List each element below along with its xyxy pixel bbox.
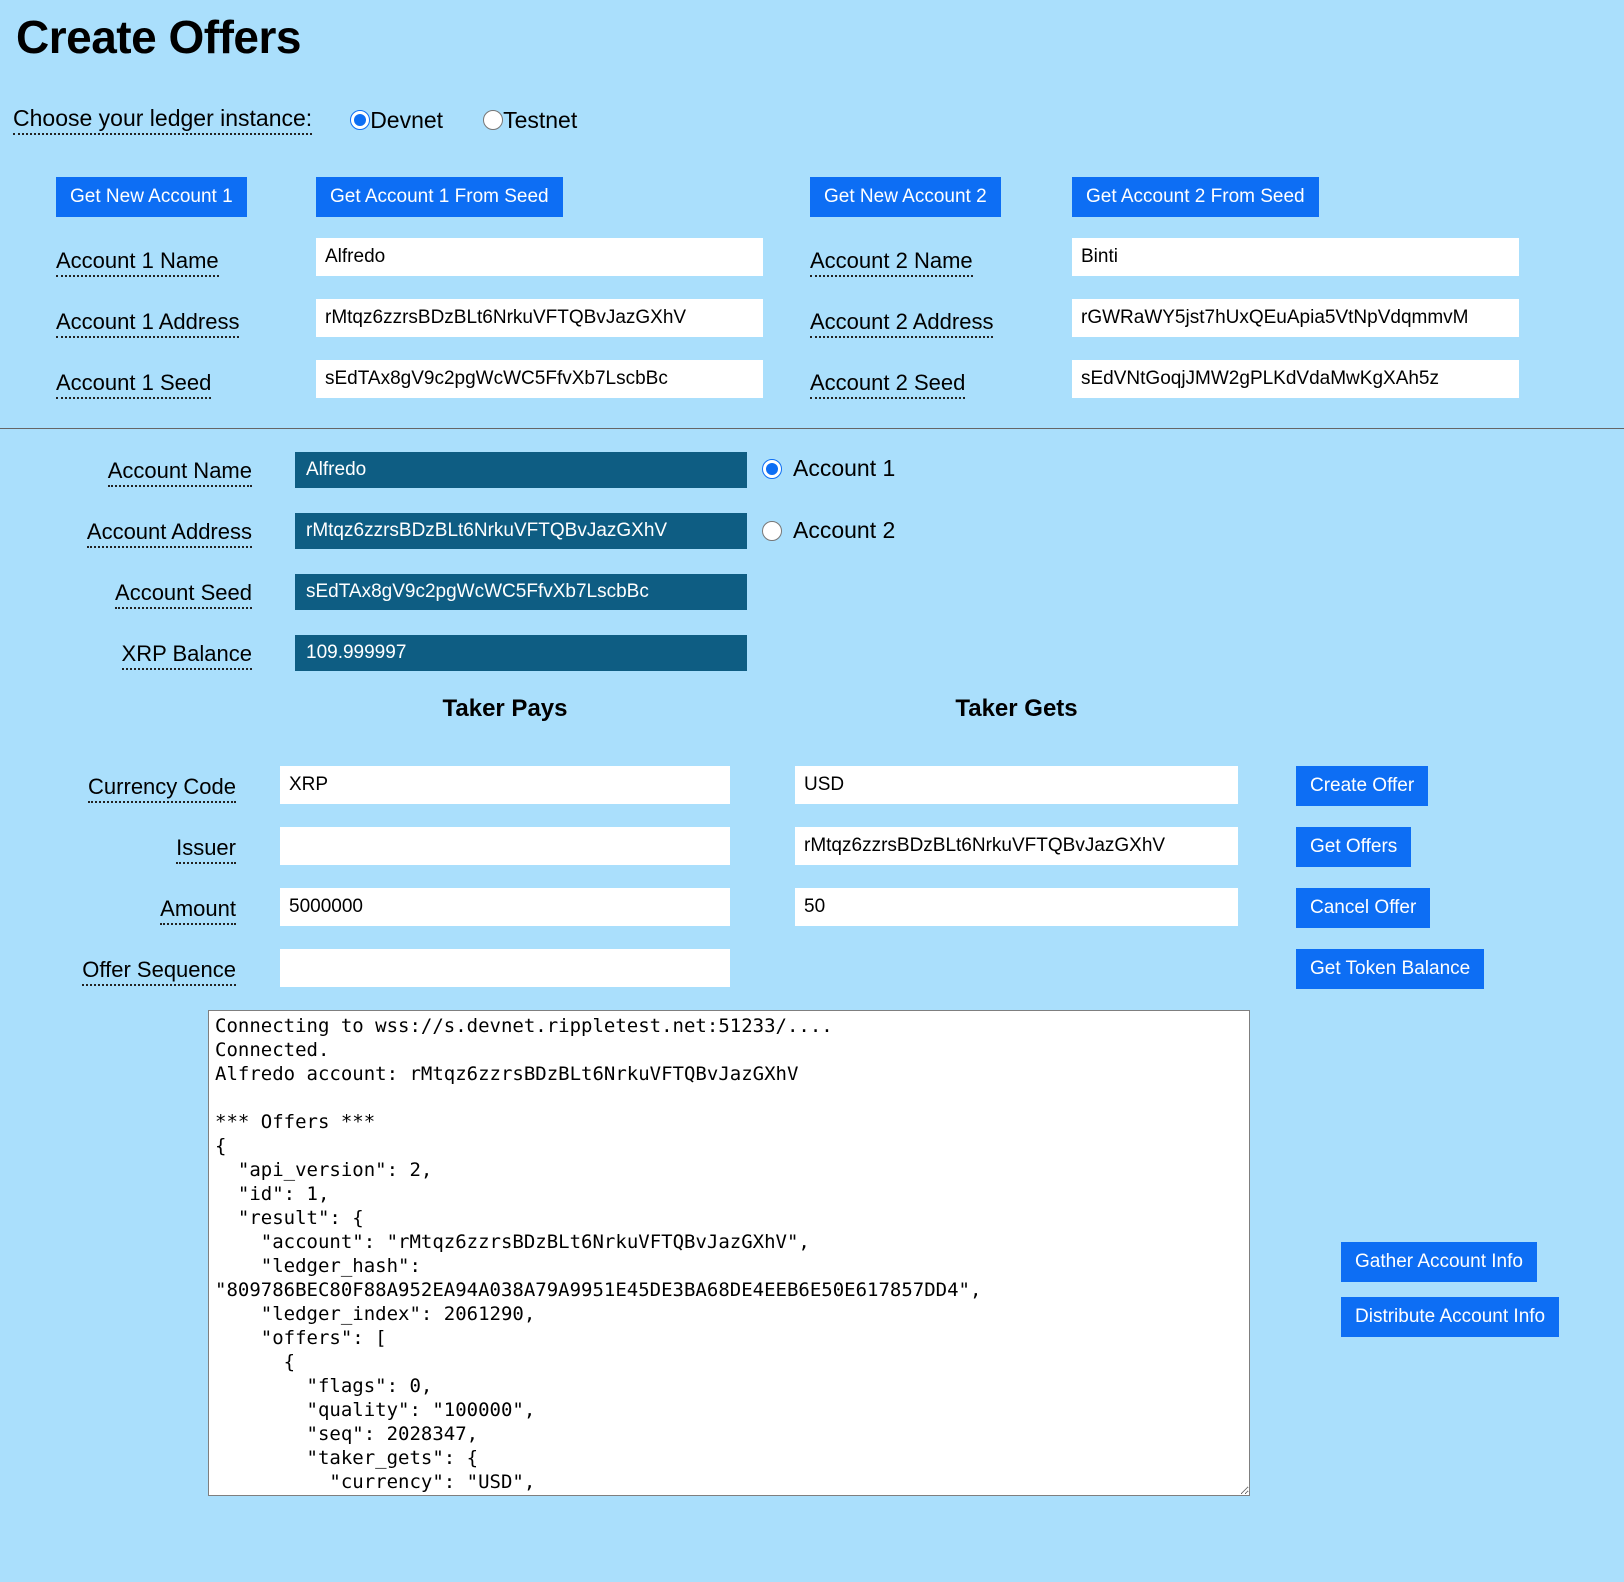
taker-pays-header: Taker Pays (442, 695, 568, 722)
account2-name-input[interactable] (1072, 238, 1519, 276)
account1-address-label: Account 1 Address (56, 309, 240, 339)
account1-radio-row: Account 1 (762, 455, 895, 482)
taker-pays-currency-input[interactable] (280, 766, 730, 804)
account1-seed-input[interactable] (316, 360, 763, 398)
account1-address-input[interactable] (316, 299, 763, 337)
get-token-balance-button[interactable]: Get Token Balance (1296, 949, 1485, 989)
account-name-field[interactable] (295, 452, 747, 488)
taker-pays-issuer-input[interactable] (280, 827, 730, 865)
taker-gets-header: Taker Gets (955, 695, 1078, 722)
page-title: Create Offers (16, 11, 301, 63)
taker-gets-currency-input[interactable] (795, 766, 1238, 804)
account-address-label: Account Address (86, 519, 252, 549)
ledger-devnet-label: Devnet (370, 106, 444, 133)
ledger-instance-row: Choose your ledger instance: Devnet Test… (13, 103, 577, 137)
account2-address-label: Account 2 Address (810, 309, 994, 339)
account1-radio[interactable] (762, 458, 782, 479)
account-seed-field[interactable] (295, 574, 747, 610)
xrp-balance-label: XRP Balance (121, 641, 252, 671)
get-account-1-from-seed-button[interactable]: Get Account 1 From Seed (316, 177, 563, 217)
account1-seed-label: Account 1 Seed (56, 370, 212, 400)
taker-gets-amount-input[interactable] (795, 888, 1238, 926)
offer-sequence-label: Offer Sequence (82, 957, 236, 987)
issuer-label: Issuer (176, 835, 236, 865)
account1-name-label: Account 1 Name (56, 248, 219, 278)
gather-account-info-button[interactable]: Gather Account Info (1341, 1242, 1537, 1282)
account2-radio-row: Account 2 (762, 517, 895, 544)
ledger-testnet-label: Testnet (503, 106, 578, 133)
account1-name-input[interactable] (316, 238, 763, 276)
get-new-account-1-button[interactable]: Get New Account 1 (56, 177, 247, 217)
taker-pays-amount-input[interactable] (280, 888, 730, 926)
ledger-devnet-radio[interactable] (350, 110, 371, 130)
distribute-account-info-button[interactable]: Distribute Account Info (1341, 1297, 1560, 1337)
account-seed-label: Account Seed (115, 580, 252, 610)
results-console[interactable]: Connecting to wss://s.devnet.rippletest.… (208, 1010, 1250, 1496)
account2-radio[interactable] (762, 520, 782, 541)
create-offer-button[interactable]: Create Offer (1296, 766, 1429, 806)
taker-gets-issuer-input[interactable] (795, 827, 1238, 865)
get-account-2-from-seed-button[interactable]: Get Account 2 From Seed (1072, 177, 1319, 217)
offer-sequence-input[interactable] (280, 949, 730, 987)
xrp-balance-field[interactable] (295, 635, 747, 671)
get-offers-button[interactable]: Get Offers (1296, 827, 1412, 867)
account2-address-input[interactable] (1072, 299, 1519, 337)
amount-label: Amount (160, 896, 236, 926)
ledger-testnet-radio[interactable] (483, 110, 504, 130)
account2-radio-label: Account 2 (793, 517, 896, 543)
ledger-prompt-label: Choose your ledger instance: (13, 105, 313, 136)
account-address-field[interactable] (295, 513, 747, 549)
account-name-label: Account Name (107, 458, 252, 488)
account2-seed-input[interactable] (1072, 360, 1519, 398)
get-new-account-2-button[interactable]: Get New Account 2 (810, 177, 1001, 217)
cancel-offer-button[interactable]: Cancel Offer (1296, 888, 1431, 928)
account2-name-label: Account 2 Name (810, 248, 973, 278)
account1-radio-label: Account 1 (793, 455, 896, 481)
currency-code-label: Currency Code (88, 774, 236, 804)
account2-seed-label: Account 2 Seed (810, 370, 966, 400)
section-divider (0, 428, 1624, 429)
